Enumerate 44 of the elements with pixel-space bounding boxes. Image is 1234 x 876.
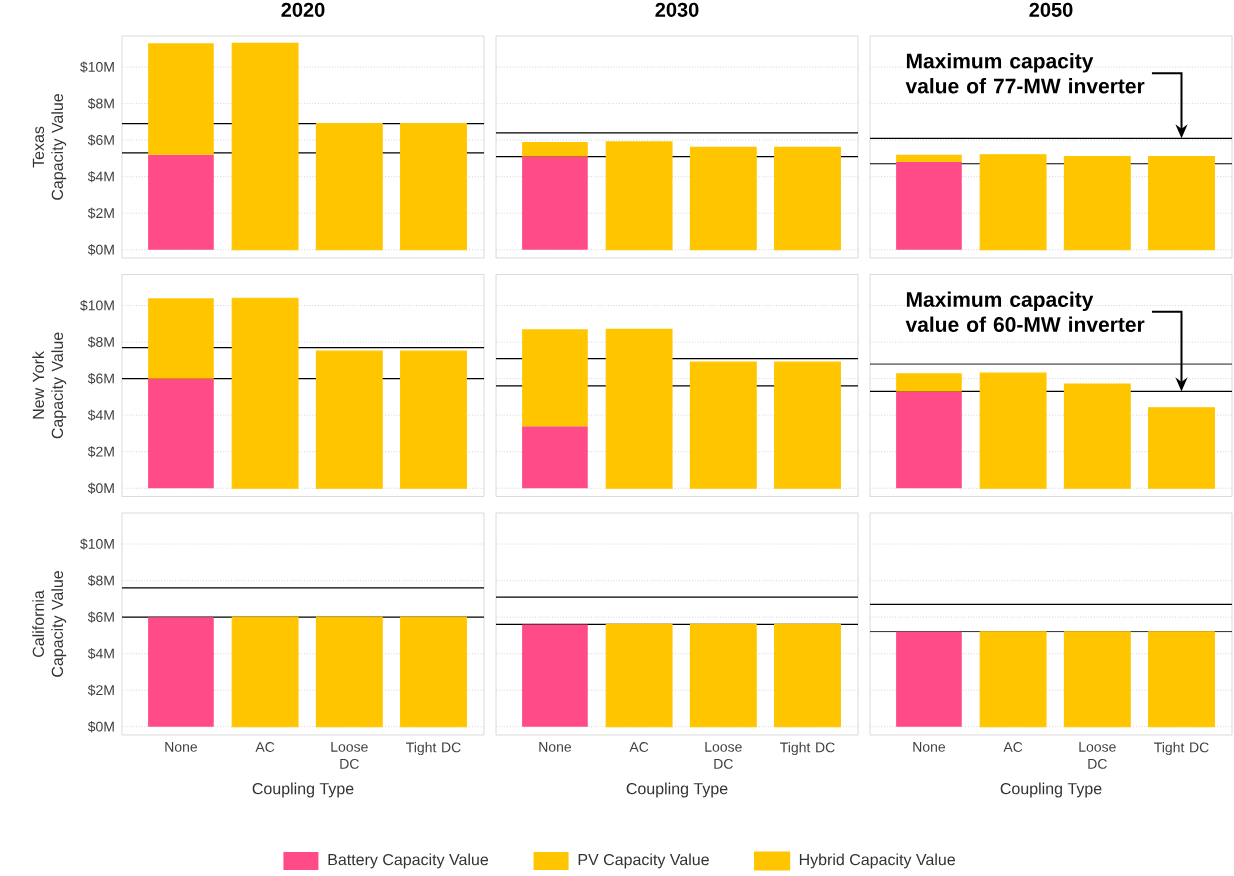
y-tick-label: $0M [87,482,114,494]
x-tick-label: Tight DC [1154,742,1209,756]
legend-label: PV Capacity Value [578,853,709,869]
chart-title: 2020 [281,2,325,17]
y-tick-label: $8M [87,97,114,110]
x-tick-label: Tight DC [406,742,461,756]
y-axis-title: California Capacity Value [32,571,67,677]
x-tick-label: Tight DC [780,742,835,756]
legend-label: Battery Capacity Value [328,853,489,869]
annotation: Maximum capacity value of 60-MW inverter [905,291,1145,332]
annotation: Maximum capacity value of 77-MW inverter [905,53,1145,94]
y-axis-title: Texas Capacity Value [32,94,67,200]
y-tick-label: $10M [80,299,114,312]
y-tick-label: $4M [87,409,114,421]
y-tick-label: $6M [87,372,114,385]
x-tick-label: AC [1003,742,1023,752]
y-tick-label: $0M [87,244,114,256]
legend-label: Hybrid Capacity Value [799,853,955,869]
x-tick-label: Loose DC [1079,742,1116,769]
y-tick-label: $6M [87,134,114,146]
chart-title: 2050 [1029,2,1073,17]
chart-title: 2030 [655,2,699,17]
x-axis-title: Coupling Type [626,782,728,798]
y-tick-label: $2M [87,446,114,458]
y-tick-label: $2M [87,684,114,696]
y-axis-title: New York Capacity Value [32,332,67,439]
y-tick-label: $8M [87,574,114,587]
x-tick-label: AC [629,742,649,752]
y-tick-label: $10M [80,61,114,73]
x-tick-label: Loose DC [331,742,368,769]
x-tick-label: None [913,742,946,752]
y-tick-label: $6M [87,611,114,623]
x-tick-label: Loose DC [705,742,742,769]
x-tick-label: None [165,742,198,752]
y-tick-label: $0M [87,721,114,733]
y-tick-label: $10M [80,538,114,550]
x-axis-title: Coupling Type [1000,782,1102,798]
x-tick-label: None [539,742,572,752]
y-tick-label: $4M [87,171,114,183]
y-tick-label: $4M [87,648,114,660]
x-tick-label: AC [255,742,275,752]
x-axis-title: Coupling Type [252,782,354,798]
y-tick-label: $2M [87,207,114,219]
y-tick-label: $8M [87,336,114,348]
